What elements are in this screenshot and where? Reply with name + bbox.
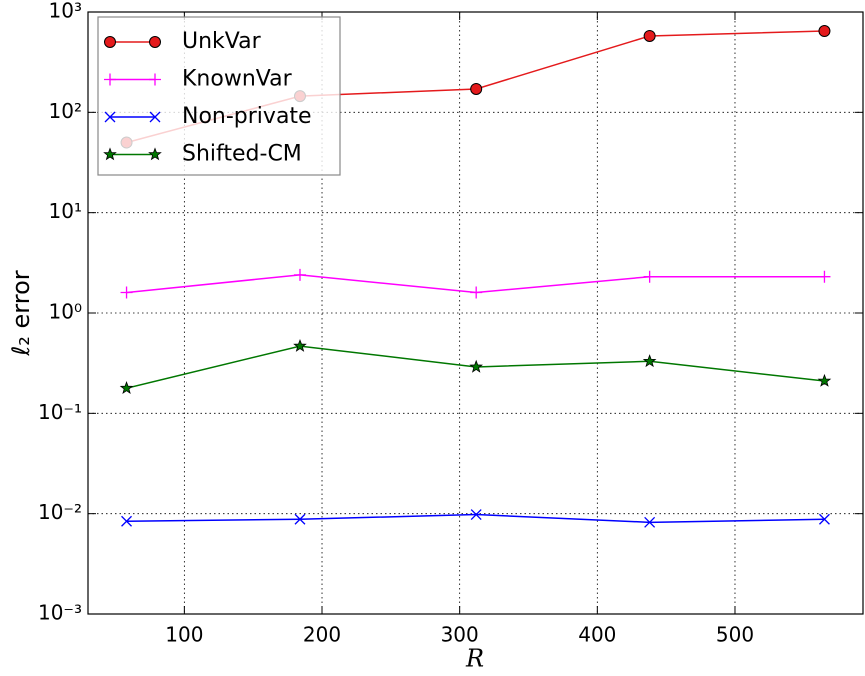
legend-label: Shifted-CM: [182, 142, 302, 167]
series-line: [126, 274, 825, 294]
data-point: [818, 25, 831, 38]
y-tick-label: 10²: [49, 99, 82, 123]
data-point: [293, 268, 306, 281]
y-tick-label: 10⁻³: [38, 601, 82, 625]
data-point: [119, 381, 134, 394]
data-point: [470, 82, 483, 95]
data-point: [470, 509, 482, 521]
y-tick-label: 10¹: [49, 199, 82, 223]
legend-marker: [103, 147, 117, 161]
x-tick-label: 300: [441, 623, 479, 647]
y-tick-label: 10³: [49, 0, 82, 23]
legend-marker: [104, 36, 116, 48]
legend-marker: [149, 36, 161, 48]
legend-marker: [149, 73, 161, 86]
x-tick-label: 200: [303, 623, 341, 647]
data-point: [818, 513, 830, 525]
legend-marker: [104, 73, 116, 86]
data-point: [643, 29, 656, 42]
data-point: [293, 338, 307, 352]
data-point: [643, 270, 656, 283]
legend-marker: [149, 111, 161, 123]
data-point: [818, 270, 831, 283]
data-point: [121, 515, 133, 527]
data-point: [642, 354, 657, 368]
x-tick-label: 500: [716, 623, 754, 647]
legend-label: Non-private: [182, 104, 312, 129]
legend-box: [97, 16, 341, 176]
x-tick-label: 400: [578, 623, 616, 647]
y-tick-label: 10⁻¹: [38, 400, 82, 424]
x-tick-label: 100: [165, 623, 203, 647]
legend-marker: [148, 147, 162, 161]
data-point: [470, 286, 483, 299]
y-tick-label: 10⁰: [49, 300, 82, 324]
y-axis-label: ℓ₂ error: [7, 270, 35, 356]
plot-frame: [87, 11, 864, 615]
x-axis-label: R: [465, 645, 484, 673]
data-point: [817, 373, 832, 387]
data-point: [294, 513, 306, 525]
y-tick-label: 10⁻²: [38, 500, 82, 524]
data-point: [469, 359, 483, 373]
legend-label: KnownVar: [182, 67, 293, 92]
data-point: [644, 516, 656, 528]
legend-label: UnkVar: [182, 29, 262, 54]
legend-marker: [104, 111, 116, 123]
data-point: [120, 286, 133, 299]
